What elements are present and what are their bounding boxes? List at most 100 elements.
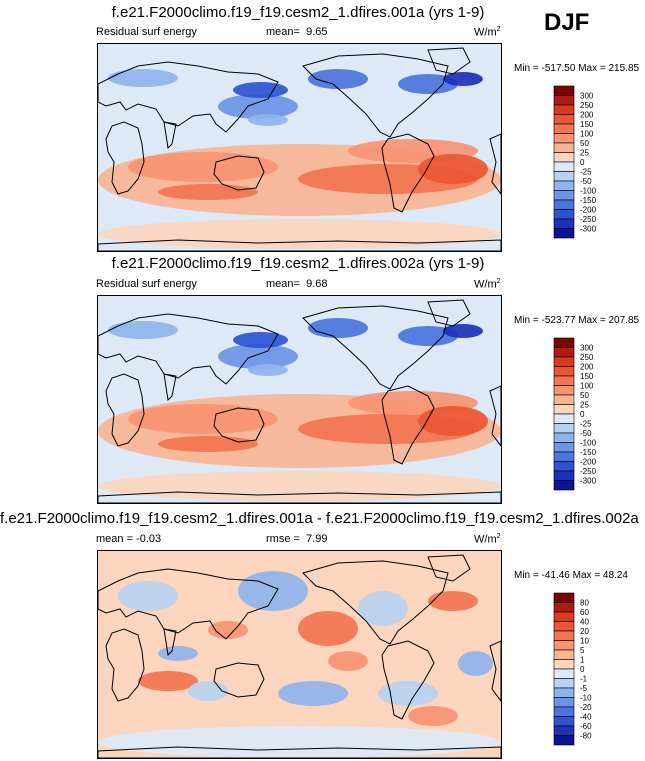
colorbar-box (553, 432, 575, 443)
colorbar-box (553, 142, 575, 153)
colorbar-tick-label: 0 (580, 665, 585, 674)
colorbar-tick-label: 50 (580, 391, 589, 400)
coastline (98, 568, 279, 640)
colorbar-tick-label: 50 (580, 139, 589, 148)
colorbar-box (553, 123, 575, 134)
coastline (163, 628, 177, 657)
coastline (98, 61, 279, 133)
contour-region (443, 324, 483, 338)
coastline (489, 640, 501, 702)
colorbar-tick-label: -200 (580, 458, 597, 467)
colorbar-box (553, 114, 575, 125)
colorbar-tick-label: 60 (580, 608, 589, 617)
colorbar-tick-label: 100 (580, 130, 594, 139)
coastline (163, 121, 177, 150)
contour-region (158, 646, 198, 661)
contour-region (218, 94, 298, 119)
panel-2-minmax: Min = -523.77 Max = 207.85 (514, 315, 640, 326)
colorbar-box (553, 190, 575, 201)
coastline (302, 560, 449, 645)
colorbar-box (553, 716, 575, 727)
contour-region (408, 706, 458, 726)
coastline (427, 299, 471, 327)
colorbar-box (553, 375, 575, 386)
colorbar-tick-label: 40 (580, 618, 589, 627)
contour-region (158, 184, 258, 200)
colorbar-tick-label: 250 (580, 101, 594, 110)
panel-3-stat: rmse = 7.99 (266, 533, 327, 545)
panel-3-stat-label: rmse = (266, 533, 300, 545)
panel-2-units: W/m2 (474, 278, 501, 291)
contour-region (158, 436, 258, 452)
colorbar-tick-label: 20 (580, 627, 589, 636)
coastline (98, 313, 279, 385)
colorbar-box (553, 668, 575, 679)
contour-region (443, 72, 483, 86)
contour-region (308, 69, 368, 89)
panel-2-stat-value: 9.68 (306, 278, 328, 290)
colorbar-tick-label: 5 (580, 646, 585, 655)
colorbar-box (553, 461, 575, 472)
panel-2-colorbar: 300 250 200 150 100 50 25 0 -25 -50 -100 -150 -200 -2… (553, 337, 614, 498)
contour-region (458, 651, 493, 676)
panel-2-variable-label: Residual surf energy (96, 278, 197, 290)
panel-1-stat-label: mean= (266, 26, 300, 38)
contour-region (328, 651, 368, 671)
colorbar-box (553, 180, 575, 191)
panel-1-colorbar: 300 250 200 150 100 50 25 0 -25 -50 -100 -150 -200 -2… (553, 85, 614, 246)
colorbar-box (553, 385, 575, 396)
panel-3-colorbar: 80 60 40 20 10 5 1 0 -1 -5 -10 -20 -40 -60 -80 (553, 592, 614, 753)
contour-region (238, 571, 308, 611)
colorbar-box (553, 678, 575, 689)
colorbar-box (553, 337, 575, 348)
colorbar-tick-label: 0 (580, 158, 585, 167)
coastline (427, 47, 471, 75)
colorbar-tick-label: 300 (580, 92, 594, 101)
colorbar-box (553, 199, 575, 210)
colorbar-tick-label: 0 (580, 410, 585, 419)
colorbar-box (553, 133, 575, 144)
colorbar-tick-label: -10 (580, 694, 592, 703)
coastline (381, 133, 435, 213)
colorbar-tick-label: 25 (580, 149, 589, 158)
colorbar-box (553, 171, 575, 182)
colorbar-tick-label: -150 (580, 448, 597, 457)
coastline (381, 385, 435, 465)
contour-region (378, 681, 438, 706)
colorbar-box (553, 413, 575, 424)
colorbar-tick-label: -250 (580, 467, 597, 476)
panel-3-title: f.e21.F2000climo.f19_f19.cesm2_1.dfires.… (0, 510, 639, 527)
contour-region (233, 332, 288, 348)
colorbar-tick-label: 200 (580, 111, 594, 120)
colorbar-tick-label: -100 (580, 187, 597, 196)
colorbar-tick-label: -25 (580, 168, 592, 177)
colorbar-tick-label: 25 (580, 401, 589, 410)
coastline (489, 385, 501, 447)
contour-region (298, 611, 358, 646)
colorbar-box (553, 85, 575, 96)
colorbar-tick-label: 150 (580, 120, 594, 129)
colorbar-box (553, 621, 575, 632)
colorbar-box (553, 228, 575, 239)
colorbar-tick-label: 200 (580, 363, 594, 372)
contour-region (428, 591, 478, 611)
colorbar-tick-label: -300 (580, 477, 597, 486)
contour-region (278, 681, 348, 706)
colorbar-tick-label: -100 (580, 439, 597, 448)
coastline (302, 305, 449, 390)
colorbar-box (553, 592, 575, 603)
colorbar-box (553, 706, 575, 717)
colorbar-box (553, 95, 575, 106)
contour-region (418, 154, 488, 184)
colorbar-box (553, 735, 575, 746)
contour-region (98, 726, 501, 758)
coastline (489, 133, 501, 195)
contour-region (128, 404, 278, 434)
colorbar-box (553, 640, 575, 651)
coastline (98, 491, 501, 503)
panel-1-map (97, 43, 502, 252)
colorbar-tick-label: 80 (580, 599, 589, 608)
panel-1-variable-label: Residual surf energy (96, 26, 197, 38)
coastline (105, 121, 145, 195)
contour-region (98, 471, 501, 501)
